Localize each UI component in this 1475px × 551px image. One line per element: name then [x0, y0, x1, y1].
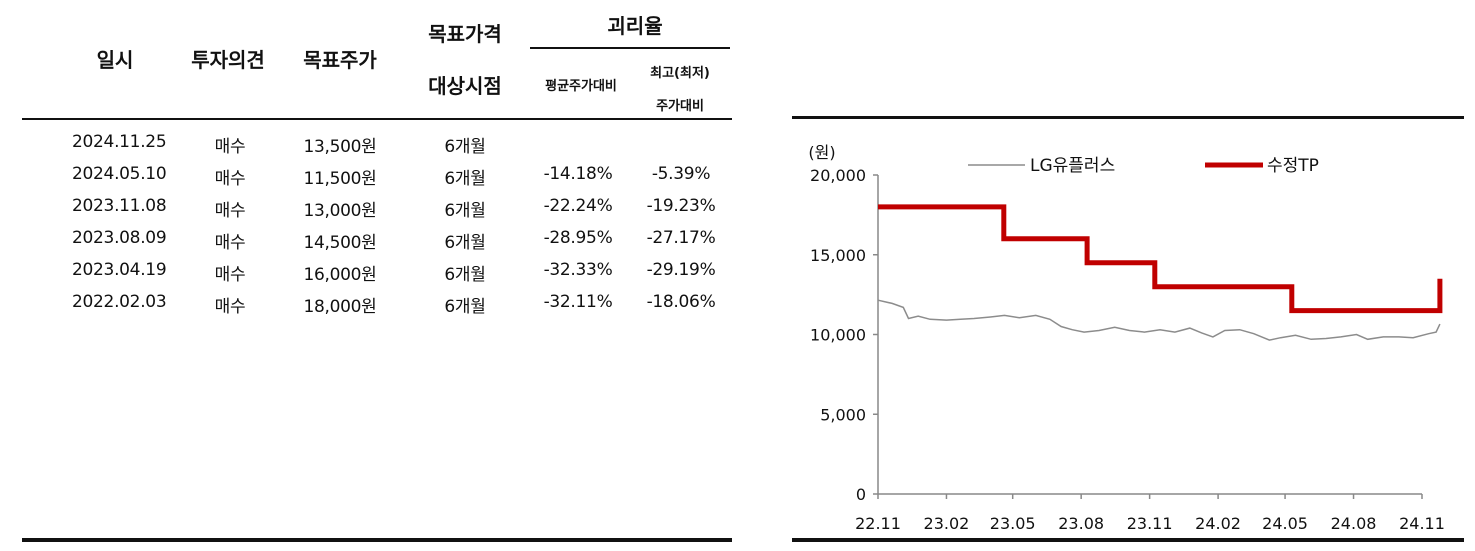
x-tick-label: 23.08 [1058, 514, 1104, 533]
row-opinion: 매수 [214, 137, 246, 157]
row-horizon: 6개월 [444, 297, 486, 317]
row-opinion: 매수 [214, 201, 246, 221]
row-opinion: 매수 [214, 297, 246, 317]
row-target-price: 11,500원 [303, 169, 377, 189]
y-tick-label: 5,000 [820, 405, 866, 424]
x-tick-label: 24.05 [1262, 514, 1308, 533]
y-tick-label: 0 [856, 485, 866, 504]
row-vs-highlow: -18.06% [646, 292, 716, 312]
header-vs-average: 평균주가대비 [545, 79, 617, 94]
row-vs-highlow: -29.19% [646, 260, 716, 280]
row-horizon: 6개월 [444, 169, 486, 189]
y-unit-label: (원) [808, 143, 835, 162]
row-date: 2023.04.19 [72, 260, 167, 280]
row-target-price: 16,000원 [303, 265, 377, 285]
row-date: 2022.02.03 [72, 292, 167, 312]
legend: LG유플러스 수정TP [968, 156, 1319, 176]
legend-label: LG유플러스 [1030, 156, 1115, 176]
x-tick-label: 23.02 [924, 514, 970, 533]
header-date: 일시 [96, 48, 134, 72]
row-date: 2024.05.10 [72, 164, 167, 184]
header-opinion: 투자의견 [191, 48, 265, 72]
chart-bottom-rule [792, 538, 1464, 542]
x-tick-label: 24.02 [1195, 514, 1241, 533]
y-tick-label: 10,000 [810, 326, 866, 345]
x-tick-label: 22.11 [855, 514, 901, 533]
row-horizon: 6개월 [444, 265, 486, 285]
target-price-step-line [878, 204, 1443, 314]
row-target-price: 13,000원 [303, 201, 377, 221]
header-vs-highlow-line1: 최고(최저) [650, 66, 710, 81]
row-date: 2023.08.09 [72, 228, 167, 248]
row-vs-average: -32.11% [543, 292, 613, 312]
header-divergence: 괴리율 [607, 14, 663, 38]
header-vs-highlow-line2: 주가대비 [656, 99, 704, 114]
header-target-horizon-line2: 대상시점 [428, 74, 502, 98]
row-date: 2024.11.25 [72, 132, 167, 152]
plot-area [877, 204, 1443, 341]
table-header-rule [22, 118, 732, 120]
x-tick-label: 24.11 [1399, 514, 1445, 533]
row-vs-highlow: -5.39% [651, 164, 711, 184]
table-bottom-rule [22, 538, 732, 542]
row-vs-average: -22.24% [543, 196, 613, 216]
y-axis: 0 5,000 10,000 15,000 20,000 [810, 166, 879, 504]
legend-label: 수정TP [1267, 156, 1319, 176]
row-vs-average: -32.33% [543, 260, 613, 280]
row-date: 2023.11.08 [72, 196, 167, 216]
share-price-line [877, 299, 1441, 341]
row-opinion: 매수 [214, 265, 246, 285]
y-tick-label: 20,000 [810, 166, 866, 185]
row-vs-average: -28.95% [543, 228, 613, 248]
x-axis: 22.11 23.02 23.05 23.08 23.11 24.02 24.05 24.08… [855, 493, 1445, 533]
row-opinion: 매수 [214, 233, 246, 253]
row-target-price: 14,500원 [303, 233, 377, 253]
price-target-chart: (원) LG유플러스 수정TP 05,00010,00015,00020,000 … [808, 143, 1445, 533]
x-tick-label: 23.05 [990, 514, 1036, 533]
header-target-price: 목표주가 [303, 48, 377, 72]
x-tick-label: 24.08 [1331, 514, 1377, 533]
row-horizon: 6개월 [444, 233, 486, 253]
row-vs-highlow: -19.23% [646, 196, 716, 216]
row-target-price: 18,000원 [303, 297, 377, 317]
row-vs-average: -14.18% [543, 164, 613, 184]
row-horizon: 6개월 [444, 137, 486, 157]
row-vs-highlow: -27.17% [646, 228, 716, 248]
x-tick-label: 23.11 [1127, 514, 1173, 533]
chart-top-rule [792, 116, 1464, 119]
divergence-underline [530, 47, 730, 49]
row-horizon: 6개월 [444, 201, 486, 221]
row-target-price: 13,500원 [303, 137, 377, 157]
y-tick-label: 15,000 [810, 246, 866, 265]
header-target-horizon-line1: 목표가격 [428, 22, 502, 46]
row-opinion: 매수 [214, 169, 246, 189]
